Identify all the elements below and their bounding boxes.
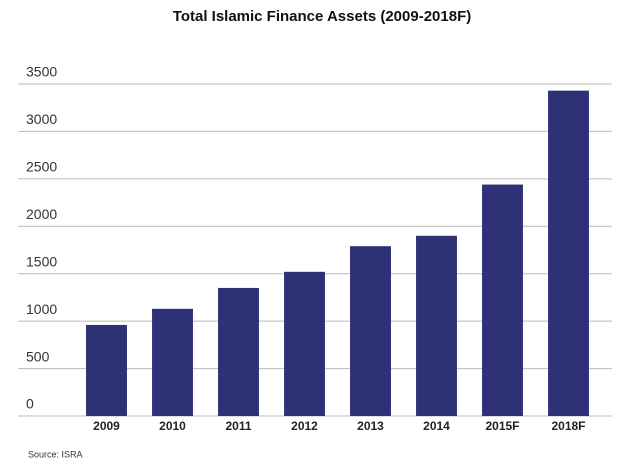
x-tick-label: 2009 [93,419,120,433]
bar [350,246,391,416]
bar [152,308,193,416]
bar [416,235,457,416]
y-tick-label: 3500 [26,64,57,80]
y-tick-label: 500 [26,348,50,364]
source-note: Source: ISRA [28,449,83,459]
x-tick-label: 2014 [423,419,450,433]
y-tick-label: 2500 [26,159,57,175]
bar [86,324,127,416]
y-tick-label: 2000 [26,206,57,222]
bar [482,184,523,416]
bar [218,287,259,416]
x-tick-label: 2015F [485,419,519,433]
x-tick-label: 2012 [291,419,318,433]
y-tick-label: 3000 [26,111,57,127]
x-tick-label: 2018F [551,419,585,433]
x-tick-label: 2010 [159,419,186,433]
x-tick-label: 2013 [357,419,384,433]
bar [548,90,589,416]
y-tick-label: 0 [26,396,34,412]
bar [284,271,325,416]
chart-title: Total Islamic Finance Assets (2009-2018F… [173,8,471,25]
y-tick-label: 1000 [26,301,57,317]
y-tick-label: 1500 [26,253,57,269]
x-tick-label: 2011 [225,419,251,433]
